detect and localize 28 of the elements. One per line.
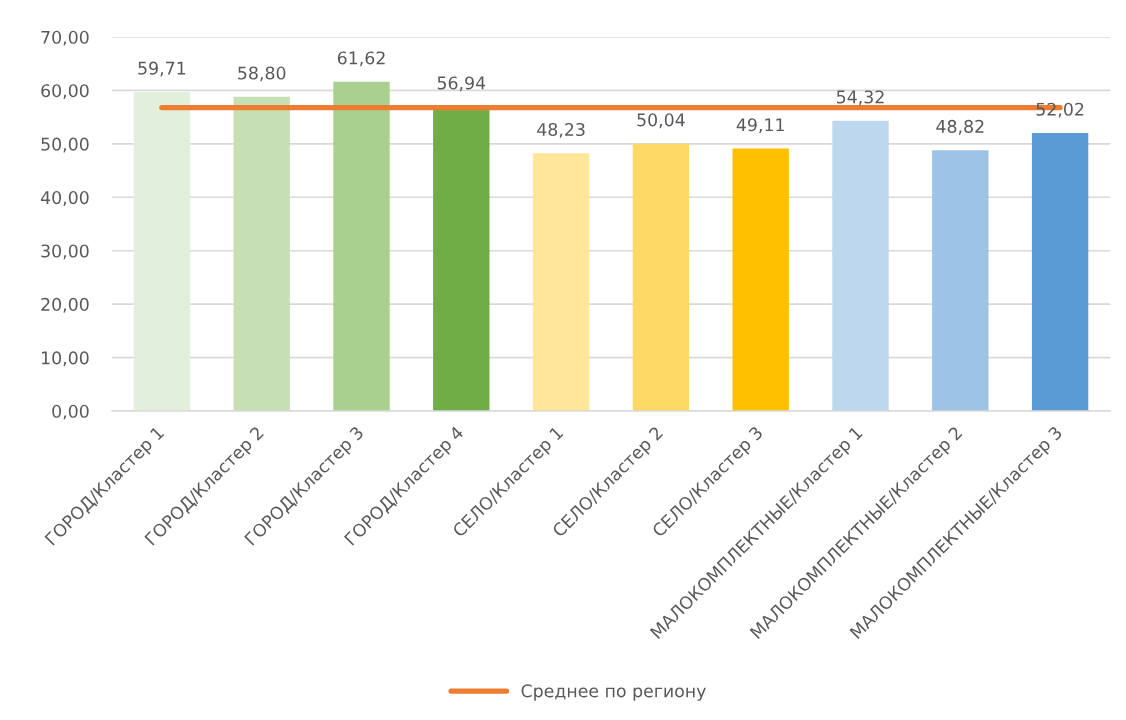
bar — [333, 81, 390, 411]
bar — [732, 148, 789, 411]
data-label: 56,94 — [437, 76, 486, 92]
data-label: 58,80 — [238, 66, 286, 82]
y-tick-label: 60,00 — [41, 84, 89, 100]
bar — [532, 153, 590, 411]
bar — [632, 143, 690, 411]
y-tick-label: 10,00 — [41, 351, 89, 367]
y-tick-label: 20,00 — [41, 297, 89, 313]
data-label: 49,11 — [736, 118, 784, 134]
data-label: 59,71 — [138, 61, 186, 77]
bar — [233, 96, 290, 411]
bar — [832, 120, 889, 411]
data-label: 48,23 — [537, 122, 585, 138]
data-label: 50,04 — [637, 113, 685, 129]
data-label: 48,82 — [936, 119, 984, 135]
legend-label: Среднее по региону — [521, 684, 706, 701]
data-label: 61,62 — [337, 51, 385, 67]
y-tick-label: 30,00 — [41, 244, 89, 260]
y-tick-label: 40,00 — [40, 191, 89, 206]
y-tick-label: 0,00 — [52, 404, 89, 420]
bar — [932, 150, 989, 411]
y-tick-label: 50,00 — [41, 137, 89, 153]
y-tick-label: 70,00 — [41, 30, 89, 46]
data-label: 52,02 — [1036, 102, 1084, 118]
data-label: 54,32 — [836, 90, 884, 106]
bar — [133, 91, 191, 411]
bar — [1031, 133, 1089, 411]
